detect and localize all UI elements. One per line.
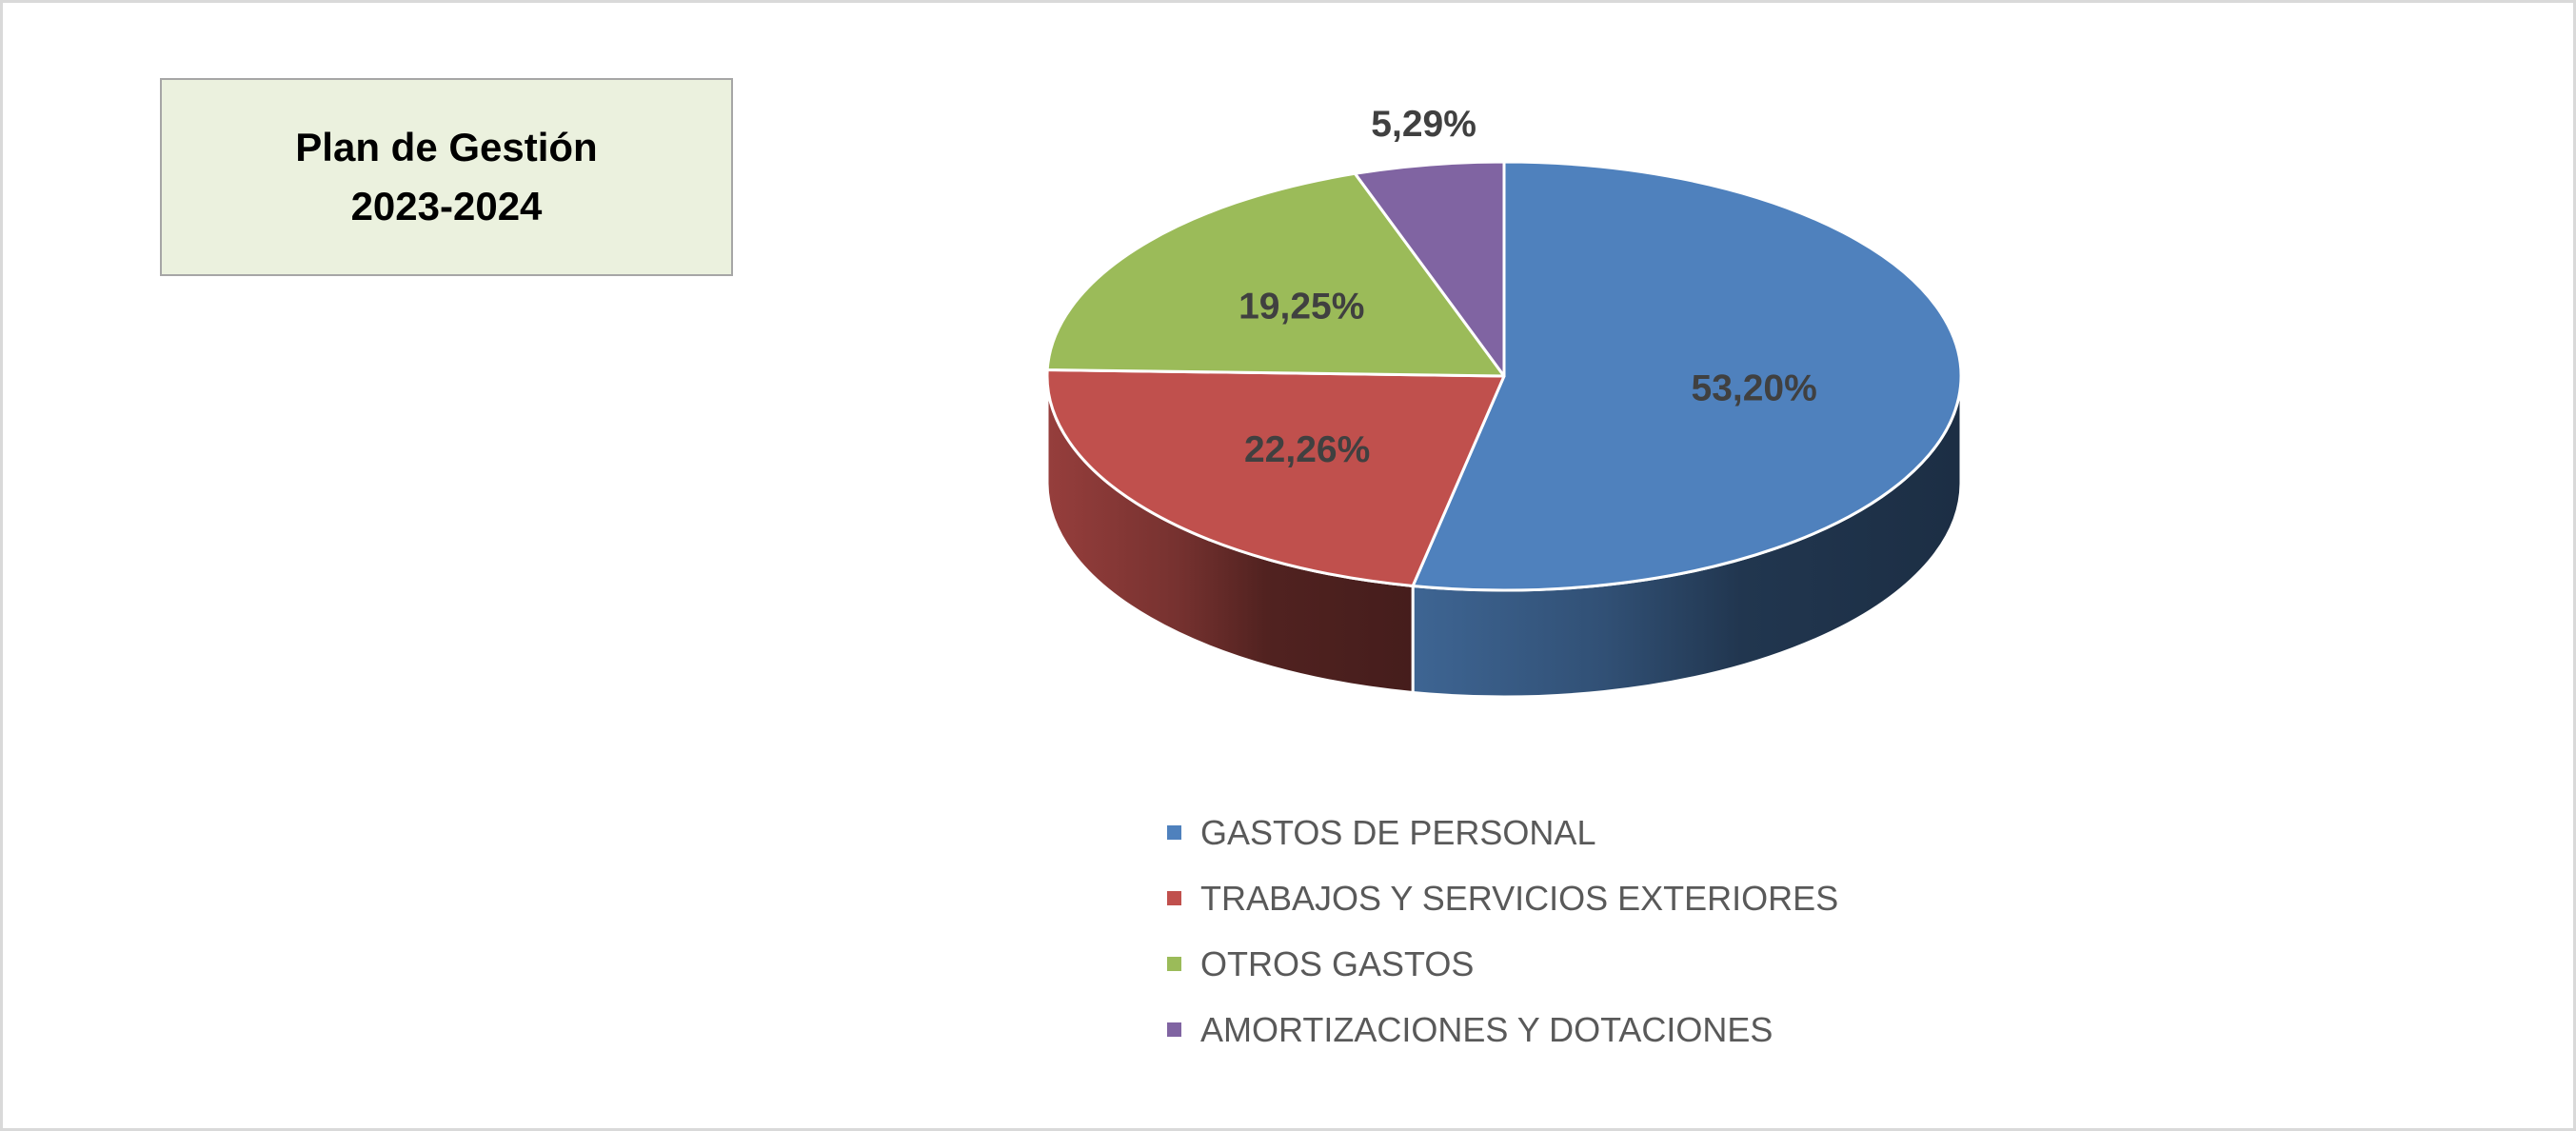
legend-label: AMORTIZACIONES Y DOTACIONES <box>1200 1009 1773 1049</box>
data-label-amortizaciones: 5,29% <box>1371 104 1476 145</box>
legend-swatch-amortizaciones <box>1167 1022 1181 1037</box>
legend-swatch-otros-gastos <box>1167 957 1181 971</box>
legend-item-amortizaciones: AMORTIZACIONES Y DOTACIONES <box>1167 997 1838 1062</box>
data-label-otros-gastos: 19,25% <box>1238 287 1364 327</box>
legend-swatch-gastos-personal <box>1167 825 1181 840</box>
legend-swatch-trabajos-servicios <box>1167 891 1181 905</box>
chart-title-line-1: Plan de Gestión <box>295 125 598 169</box>
data-label-trabajos-servicios: 22,26% <box>1244 429 1370 470</box>
pie-slice-trabajos-servicios <box>1045 367 1506 587</box>
pie-slice-gastos-personal <box>1411 160 1963 592</box>
legend-label: TRABAJOS Y SERVICIOS EXTERIORES <box>1200 878 1839 918</box>
legend-item-trabajos-servicios: TRABAJOS Y SERVICIOS EXTERIORES <box>1167 865 1838 931</box>
legend-label: GASTOS DE PERSONAL <box>1200 812 1596 852</box>
chart-title-line-2: 2023-2024 <box>350 184 543 228</box>
pie-slice-amortizaciones <box>1353 160 1506 378</box>
chart-legend: GASTOS DE PERSONAL TRABAJOS Y SERVICIOS … <box>1167 800 1838 1062</box>
legend-label: OTROS GASTOS <box>1200 943 1475 983</box>
legend-item-gastos-personal: GASTOS DE PERSONAL <box>1167 800 1838 865</box>
pie-slice-otros-gastos <box>1045 171 1506 378</box>
legend-item-otros-gastos: OTROS GASTOS <box>1167 931 1838 997</box>
chart-title-box: Plan de Gestión 2023-2024 <box>160 78 733 276</box>
data-label-gastos-personal: 53,20% <box>1692 367 1817 408</box>
